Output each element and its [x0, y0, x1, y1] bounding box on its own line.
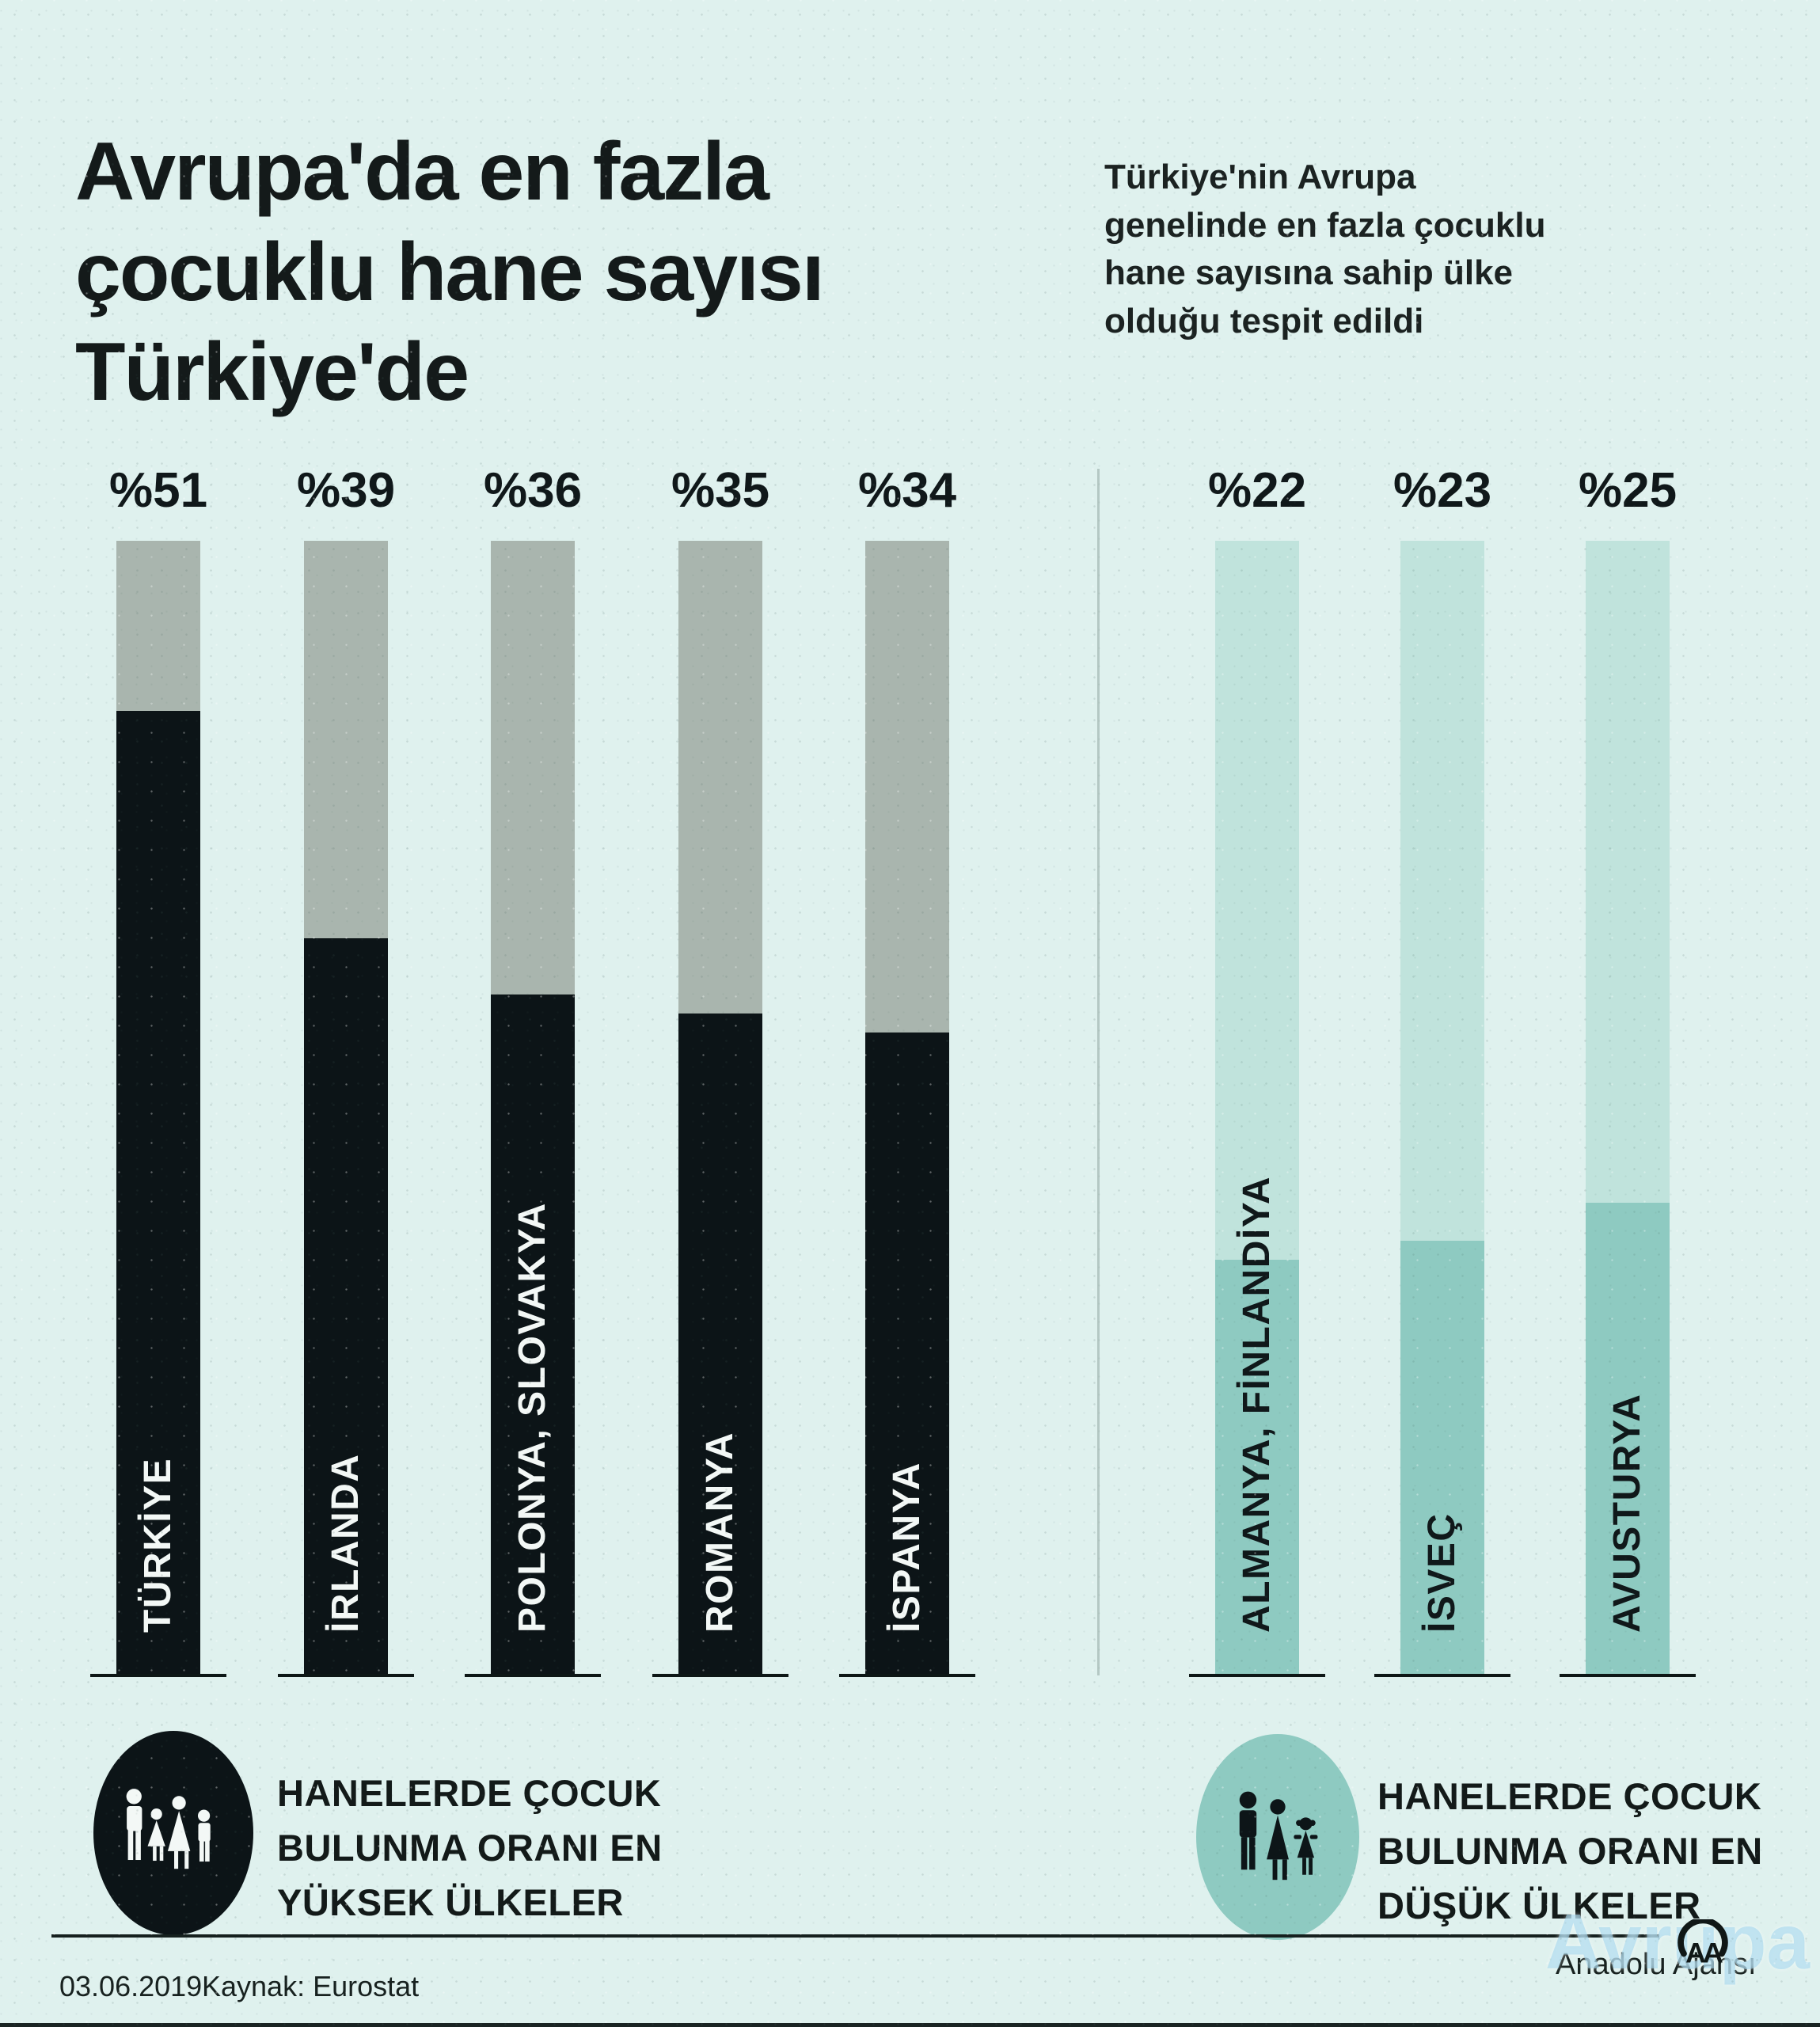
bar-fill — [678, 1014, 762, 1675]
bar-fill — [1586, 1202, 1670, 1675]
bar-baseline-tick — [1560, 1674, 1696, 1677]
bar-almanya-fi-nlandi-ya: %22 ALMANYA, FİNLANDİYA — [1189, 466, 1325, 1677]
watermark-text: Avrupa — [1545, 1898, 1811, 1985]
bar-baseline-tick — [278, 1674, 414, 1677]
bar-value-label: %35 — [671, 463, 770, 518]
legend-high-label: HANELERDE ÇOCUK BULUNMA ORANI EN YÜKSEK … — [277, 1772, 663, 1924]
bar-polonya-slovakya: %36 POLONYA, SLOVAKYA — [465, 466, 601, 1677]
group-divider-line — [1097, 469, 1100, 1675]
bar-romanya: %35 ROMANYA — [652, 466, 788, 1677]
legend-low-badge — [1196, 1734, 1359, 1940]
bar-i-sve-: %23 İSVEÇ — [1374, 466, 1510, 1677]
bar-country-label: ALMANYA, FİNLANDİYA — [1236, 1176, 1278, 1633]
bar-country-label: AVUSTURYA — [1606, 1393, 1648, 1633]
bar-baseline-tick — [652, 1674, 788, 1677]
bar-fill — [1215, 1259, 1299, 1675]
bar-country-label: TÜRKİYE — [137, 1457, 179, 1633]
family-3-icon — [1239, 1791, 1318, 1881]
bar-country-label: İSPANYA — [886, 1462, 928, 1633]
bar-country-label: POLONYA, SLOVAKYA — [511, 1202, 553, 1633]
bar-country-label: İRLANDA — [325, 1453, 367, 1633]
bar-i-rlanda: %39 İRLANDA — [278, 466, 414, 1677]
bar-t-rki-ye: %51 TÜRKİYE — [90, 466, 226, 1677]
page-title: Avrupa'da en fazla çocuklu hane sayısı T… — [75, 125, 825, 419]
bar-fill — [304, 937, 388, 1675]
footer-date: 03.06.2019 — [59, 1970, 203, 2002]
bar-baseline-tick — [1189, 1674, 1325, 1677]
bar-avusturya: %25 AVUSTURYA — [1560, 466, 1696, 1677]
bar-i-spanya: %34 İSPANYA — [839, 466, 975, 1677]
aa-agency-logo-icon: AA — [1678, 1919, 1728, 1968]
bar-value-label: %34 — [857, 463, 957, 518]
bar-value-label: %25 — [1578, 463, 1678, 518]
footer-divider — [51, 1934, 1659, 1938]
bar-fill — [865, 1032, 949, 1675]
bar-country-label: İSVEÇ — [1421, 1512, 1463, 1633]
bar-country-label: ROMANYA — [699, 1431, 741, 1633]
bar-value-label: %22 — [1207, 463, 1307, 518]
legend-low-label: HANELERDE ÇOCUK BULUNMA ORANI EN DÜŞÜK Ü… — [1377, 1775, 1763, 1927]
bar-value-label: %39 — [296, 463, 396, 518]
bar-value-label: %23 — [1393, 463, 1492, 518]
image-bottom-edge — [0, 2023, 1820, 2027]
bar-value-label: %51 — [108, 463, 208, 518]
bar-baseline-tick — [1374, 1674, 1510, 1677]
legend-high-badge — [93, 1731, 253, 1935]
bar-fill — [116, 710, 200, 1675]
family-4-icon — [126, 1789, 211, 1869]
bar-baseline-tick — [839, 1674, 975, 1677]
svg-text:AA: AA — [1685, 1937, 1723, 1968]
bar-fill — [1400, 1240, 1484, 1675]
bar-value-label: %36 — [483, 463, 583, 518]
intro-text: Türkiye'nin Avrupa genelinde en fazla ço… — [1104, 158, 1546, 341]
bar-baseline-tick — [465, 1674, 601, 1677]
bar-fill — [491, 994, 575, 1675]
bar-baseline-tick — [90, 1674, 226, 1677]
footer-source: Kaynak: Eurostat — [202, 1970, 420, 2002]
